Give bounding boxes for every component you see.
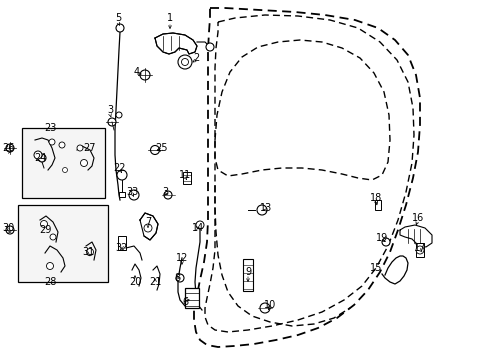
Text: 16: 16 bbox=[411, 213, 423, 223]
Text: 5: 5 bbox=[115, 13, 121, 23]
Bar bbox=[243, 259, 252, 291]
Text: 3: 3 bbox=[162, 187, 168, 197]
Circle shape bbox=[86, 248, 93, 256]
Circle shape bbox=[176, 274, 183, 282]
Bar bbox=[18, 205, 108, 282]
Circle shape bbox=[143, 224, 152, 232]
Circle shape bbox=[81, 159, 87, 166]
Bar bbox=[184, 288, 199, 308]
Text: 14: 14 bbox=[191, 223, 203, 233]
Circle shape bbox=[196, 221, 203, 229]
Text: 7: 7 bbox=[144, 217, 151, 227]
Circle shape bbox=[108, 118, 116, 126]
Text: 9: 9 bbox=[244, 267, 250, 277]
Text: 25: 25 bbox=[156, 143, 168, 153]
Bar bbox=[415, 243, 423, 257]
Text: 20: 20 bbox=[128, 277, 141, 287]
Text: 24: 24 bbox=[34, 153, 46, 163]
Text: 29: 29 bbox=[39, 225, 51, 235]
Text: 33: 33 bbox=[125, 187, 138, 197]
Text: 26: 26 bbox=[2, 143, 14, 153]
Text: 32: 32 bbox=[116, 243, 128, 253]
Circle shape bbox=[50, 234, 56, 240]
Circle shape bbox=[62, 167, 67, 172]
Polygon shape bbox=[155, 33, 197, 54]
Text: 3: 3 bbox=[107, 105, 113, 115]
Circle shape bbox=[129, 190, 139, 200]
Circle shape bbox=[49, 139, 55, 145]
Circle shape bbox=[205, 43, 214, 51]
Circle shape bbox=[257, 205, 266, 215]
Bar bbox=[22, 128, 105, 198]
Polygon shape bbox=[399, 225, 431, 247]
Text: 18: 18 bbox=[369, 193, 381, 203]
Text: 1: 1 bbox=[166, 13, 173, 23]
Circle shape bbox=[116, 24, 124, 32]
Circle shape bbox=[34, 151, 42, 159]
Circle shape bbox=[6, 226, 14, 234]
Polygon shape bbox=[140, 213, 158, 240]
Text: 28: 28 bbox=[44, 277, 56, 287]
Circle shape bbox=[59, 142, 65, 148]
Text: 23: 23 bbox=[44, 123, 56, 133]
Text: 31: 31 bbox=[81, 247, 94, 257]
Circle shape bbox=[140, 70, 150, 80]
Circle shape bbox=[178, 55, 192, 69]
Circle shape bbox=[260, 303, 269, 313]
Text: 11: 11 bbox=[179, 170, 191, 180]
Circle shape bbox=[163, 191, 172, 199]
Circle shape bbox=[6, 144, 14, 152]
Bar bbox=[118, 236, 126, 250]
Circle shape bbox=[415, 246, 423, 254]
Circle shape bbox=[150, 145, 159, 154]
Text: 12: 12 bbox=[176, 253, 188, 263]
Text: 22: 22 bbox=[114, 163, 126, 173]
Text: 6: 6 bbox=[182, 297, 188, 307]
Circle shape bbox=[117, 170, 127, 180]
Bar bbox=[374, 200, 380, 210]
Circle shape bbox=[38, 154, 46, 162]
Circle shape bbox=[381, 238, 389, 246]
Text: 17: 17 bbox=[413, 243, 426, 253]
Text: 10: 10 bbox=[264, 300, 276, 310]
Circle shape bbox=[181, 58, 188, 66]
Text: 4: 4 bbox=[134, 67, 140, 77]
Circle shape bbox=[116, 112, 122, 118]
Text: 30: 30 bbox=[2, 223, 14, 233]
Text: 8: 8 bbox=[174, 273, 180, 283]
Bar bbox=[183, 172, 191, 184]
Circle shape bbox=[46, 262, 53, 270]
Circle shape bbox=[41, 220, 47, 228]
Text: 19: 19 bbox=[375, 233, 387, 243]
Text: 13: 13 bbox=[259, 203, 271, 213]
Text: 2: 2 bbox=[192, 53, 199, 63]
Text: 15: 15 bbox=[369, 263, 382, 273]
Circle shape bbox=[77, 145, 83, 151]
Text: 21: 21 bbox=[148, 277, 161, 287]
Text: 27: 27 bbox=[83, 143, 96, 153]
Bar bbox=[119, 192, 125, 197]
